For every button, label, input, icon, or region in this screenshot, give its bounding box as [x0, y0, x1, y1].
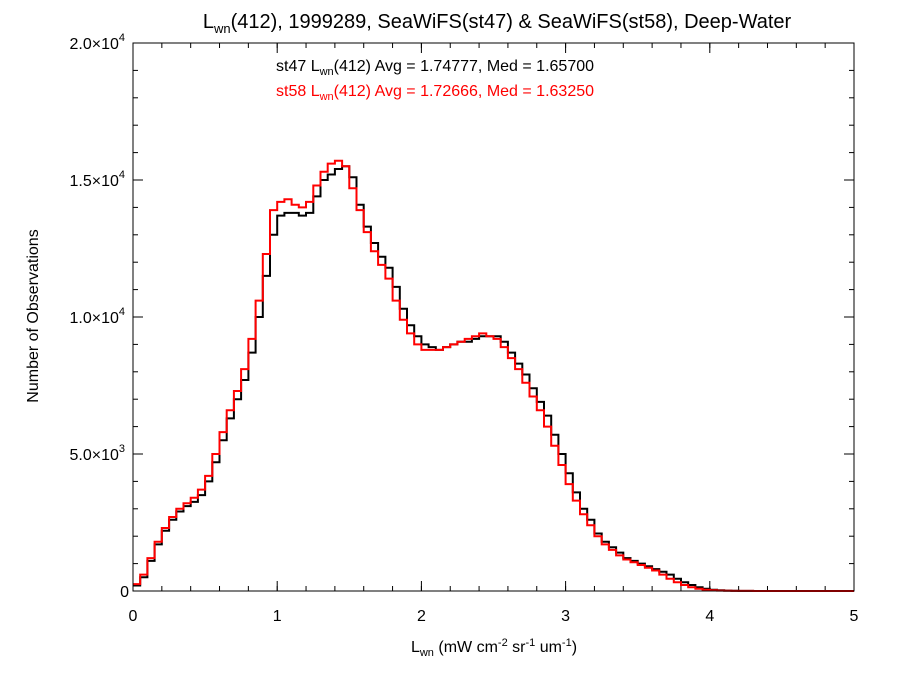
chart-title: Lwn(412), 1999289, SeaWiFS(st47) & SeaWi… [203, 11, 792, 36]
annotation-line: st47 Lwn(412) Avg = 1.74777, Med = 1.657… [276, 58, 594, 78]
x-tick-label: 0 [129, 608, 138, 625]
plot-frame [132, 42, 855, 592]
y-tick-label: 2.0×104 [69, 32, 125, 53]
x-axis-label: Lwn (mW cm-2 sr-1 um-1) [411, 637, 577, 659]
y-tick-label: 0 [120, 584, 129, 601]
axes: 0 1 2 3 4 5 0 5.0×103 1.0×104 1.5×104 2.0×104 [69, 32, 858, 625]
annotations: st47 Lwn(412) Avg = 1.74777, Med = 1.657… [276, 58, 594, 103]
chart-title-subscript: wn [213, 21, 231, 36]
y-tick-label: 1.0×104 [69, 306, 125, 327]
y-tick-label: 5.0×103 [69, 443, 125, 464]
x-tick-label: 1 [273, 608, 282, 625]
x-tick-label: 5 [850, 608, 859, 625]
x-tick-label: 2 [417, 608, 426, 625]
series-group [133, 159, 854, 592]
x-tick-label: 3 [561, 608, 570, 625]
y-tick-label: 1.5×104 [69, 169, 125, 190]
x-tick-label: 4 [705, 608, 714, 625]
annotation-line: st58 Lwn(412) Avg = 1.72666, Med = 1.632… [276, 83, 594, 103]
series-line-st58 [133, 159, 854, 592]
y-axis-label: Number of Observations [25, 229, 42, 402]
